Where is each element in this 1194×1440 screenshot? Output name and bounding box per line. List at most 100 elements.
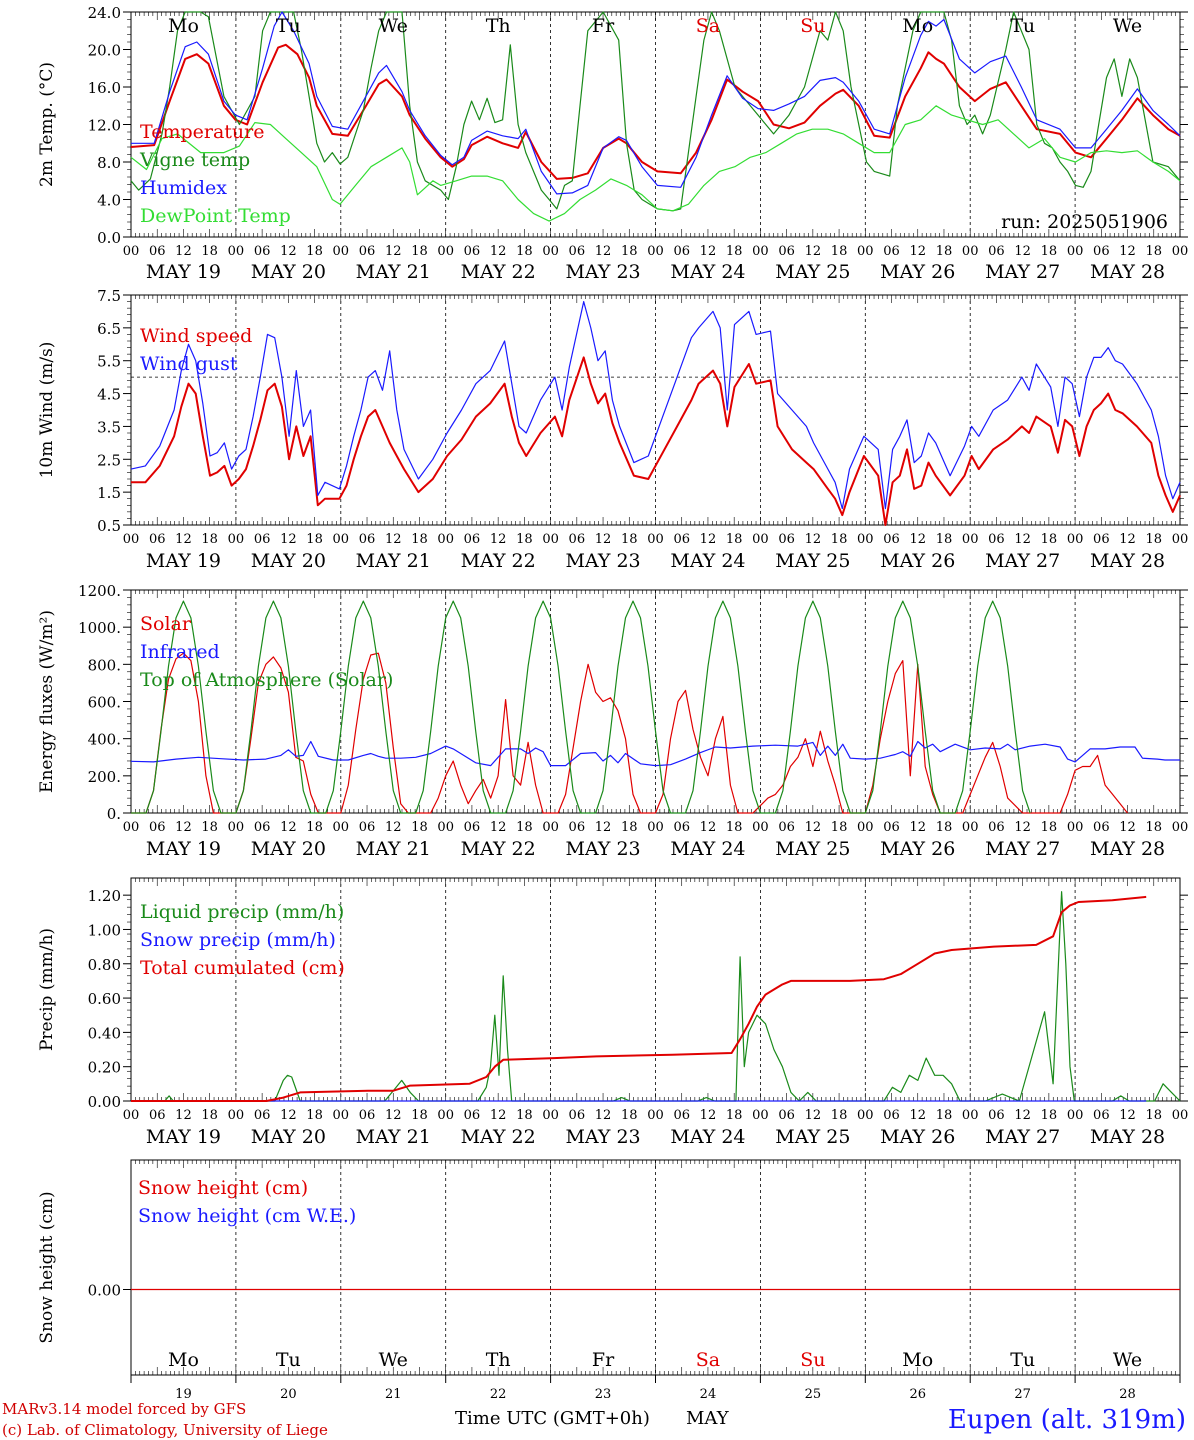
hour-tick-label: 12 (490, 1108, 507, 1123)
day-name: Sa (696, 15, 720, 37)
legend-entry: Snow precip (mm/h) (140, 929, 336, 951)
day-name: Mo (902, 1349, 933, 1371)
hour-tick-label: 00 (1172, 820, 1189, 835)
day-name: Th (486, 15, 511, 37)
hour-tick-label: 12 (1014, 1108, 1031, 1123)
hour-tick-label: 00 (962, 1108, 979, 1123)
hour-tick-label: 06 (464, 820, 481, 835)
day-number: 28 (1119, 1387, 1136, 1402)
date-label: MAY 23 (565, 838, 640, 860)
hour-tick-label: 18 (1146, 1108, 1163, 1123)
hour-tick-label: 00 (1067, 532, 1084, 547)
hour-tick-label: 18 (621, 244, 638, 259)
date-label: MAY 20 (251, 1126, 326, 1148)
x-axis-month: MAY (686, 1408, 730, 1429)
hour-tick-label: 00 (857, 820, 874, 835)
legend-entry: Total cumulated (cm) (140, 957, 345, 979)
date-label: MAY 27 (985, 838, 1060, 860)
hour-tick-label: 00 (647, 532, 664, 547)
date-label: MAY 25 (775, 550, 850, 572)
hour-tick-label: 06 (569, 820, 586, 835)
hour-tick-label: 18 (726, 532, 743, 547)
hour-tick-label: 00 (1067, 1108, 1084, 1123)
hour-tick-label: 18 (516, 1108, 533, 1123)
date-label: MAY 19 (146, 1126, 221, 1148)
hour-tick-label: 00 (437, 532, 454, 547)
hour-tick-label: 18 (621, 532, 638, 547)
date-label: MAY 28 (1090, 1126, 1165, 1148)
date-label: MAY 24 (670, 261, 745, 283)
date-label: MAY 20 (251, 261, 326, 283)
hour-tick-label: 00 (962, 532, 979, 547)
day-name: We (1113, 1349, 1142, 1371)
series-wind-speed (131, 356, 1181, 526)
hour-tick-label: 18 (831, 1108, 848, 1123)
hour-tick-label: 18 (936, 820, 953, 835)
y-tick-label: 0.20 (88, 1059, 121, 1077)
y-tick-label: 24.0 (88, 4, 121, 22)
hour-tick-label: 00 (542, 244, 559, 259)
hour-tick-label: 00 (542, 532, 559, 547)
y-tick-label: 12.0 (88, 117, 121, 135)
hour-tick-label: 18 (201, 532, 218, 547)
hour-tick-label: 06 (778, 820, 795, 835)
hour-tick-label: 12 (805, 820, 822, 835)
hour-tick-label: 18 (621, 820, 638, 835)
y-tick-label: 1.5 (97, 484, 121, 502)
hour-tick-label: 06 (673, 244, 690, 259)
run-label: run: 2025051906 (1001, 211, 1168, 233)
day-number: 19 (175, 1387, 192, 1402)
hour-tick-label: 12 (595, 820, 612, 835)
hour-tick-label: 06 (988, 820, 1005, 835)
hour-tick-label: 00 (752, 820, 769, 835)
footer-credit: (c) Lab. of Climatology, University of L… (2, 1421, 328, 1439)
series-dewpoint-temp (130, 105, 1181, 222)
date-label: MAY 28 (1090, 838, 1165, 860)
hour-tick-label: 06 (254, 244, 271, 259)
day-name: Mo (168, 1349, 199, 1371)
y-tick-label: 200. (88, 768, 121, 786)
hour-tick-label: 00 (228, 820, 245, 835)
hour-tick-label: 18 (726, 820, 743, 835)
day-name: Sa (696, 1349, 720, 1371)
hour-tick-label: 18 (1146, 244, 1163, 259)
hour-tick-label: 12 (700, 820, 717, 835)
date-label: MAY 26 (880, 550, 955, 572)
day-name: Mo (902, 15, 933, 37)
hour-tick-label: 00 (857, 1108, 874, 1123)
hour-tick-label: 12 (1119, 244, 1136, 259)
hour-tick-label: 12 (909, 532, 926, 547)
hour-tick-label: 18 (201, 1108, 218, 1123)
x-axis-title: Time UTC (GMT+0h) (455, 1408, 650, 1429)
hour-tick-label: 06 (883, 1108, 900, 1123)
hour-tick-label: 00 (1172, 1108, 1189, 1123)
hour-tick-label: 00 (1172, 244, 1189, 259)
hour-tick-label: 18 (831, 244, 848, 259)
y-tick-label: 0.00 (88, 1282, 121, 1300)
series-top-of-atmosphere-solar (131, 600, 1031, 814)
hour-tick-label: 18 (201, 244, 218, 259)
hour-tick-label: 18 (936, 1108, 953, 1123)
hour-tick-label: 06 (149, 1108, 166, 1123)
hour-tick-label: 18 (1041, 1108, 1058, 1123)
hour-tick-label: 18 (516, 532, 533, 547)
y-tick-label: 0. (107, 805, 121, 823)
day-name: Fr (592, 1349, 615, 1371)
y-tick-label: 6.5 (97, 320, 121, 338)
y-axis-title: Snow height (cm) (37, 1191, 57, 1343)
hour-tick-label: 06 (673, 1108, 690, 1123)
hour-tick-label: 18 (936, 244, 953, 259)
hour-tick-label: 18 (516, 820, 533, 835)
day-name: We (1113, 15, 1142, 37)
y-tick-label: 2.5 (97, 451, 121, 469)
y-tick-label: 0.40 (88, 1024, 121, 1042)
hour-tick-label: 18 (411, 1108, 428, 1123)
date-label: MAY 22 (461, 261, 536, 283)
hour-tick-label: 00 (962, 820, 979, 835)
hour-tick-label: 12 (1119, 532, 1136, 547)
hour-tick-label: 12 (1119, 820, 1136, 835)
date-label: MAY 21 (356, 550, 431, 572)
hour-tick-label: 12 (280, 244, 297, 259)
day-name: Tu (1010, 1349, 1035, 1371)
